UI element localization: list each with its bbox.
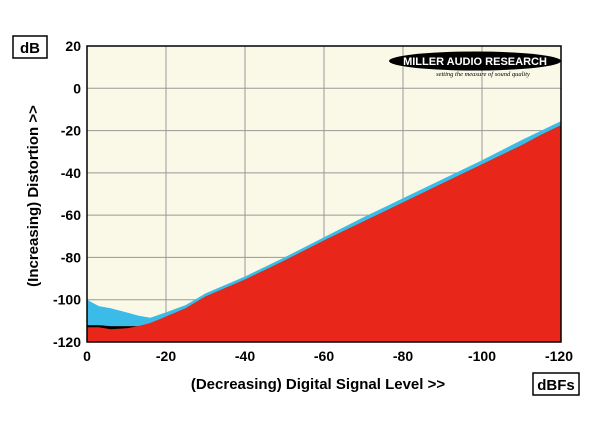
y-tick-label: -120: [53, 334, 81, 350]
x-tick-label: -80: [393, 348, 413, 364]
y-axis-title: (Increasing) Distortion >>: [25, 105, 42, 287]
logo-brand-text: MILLER AUDIO RESEARCH: [403, 56, 547, 68]
brand-logo: MILLER AUDIO RESEARCH setting the measur…: [389, 51, 561, 78]
logo-tagline: setting the measure of sound quality: [436, 71, 530, 78]
logo-ellipse: [389, 51, 561, 71]
y-unit-label: dB: [20, 40, 40, 57]
y-tick-labels: 20 0 -20 -40 -60 -80 -100 -120: [53, 38, 81, 350]
x-tick-label: -20: [156, 348, 176, 364]
y-tick-label: 20: [65, 38, 81, 54]
x-tick-label: 0: [83, 348, 91, 364]
x-axis-title: (Decreasing) Digital Signal Level >>: [191, 376, 445, 393]
y-unit-box: dB: [12, 35, 48, 59]
y-tick-label: 0: [73, 80, 81, 96]
x-tick-label: -60: [314, 348, 334, 364]
y-tick-label: -40: [61, 165, 81, 181]
distortion-bands: [87, 121, 561, 342]
x-tick-labels: 0 -20 -40 -60 -80 -100 -120: [83, 348, 573, 364]
x-unit-label: dBFs: [537, 377, 575, 394]
series-area-lower: [87, 125, 561, 342]
y-tick-label: -20: [61, 123, 81, 139]
x-tick-label: -120: [545, 348, 573, 364]
plot-frame: [86, 45, 562, 343]
x-tick-label: -40: [235, 348, 255, 364]
y-tick-label: -60: [61, 207, 81, 223]
x-unit-box: dBFs: [532, 372, 580, 396]
x-tick-label: -100: [468, 348, 496, 364]
y-tick-label: -80: [61, 249, 81, 265]
y-tick-label: -100: [53, 292, 81, 308]
